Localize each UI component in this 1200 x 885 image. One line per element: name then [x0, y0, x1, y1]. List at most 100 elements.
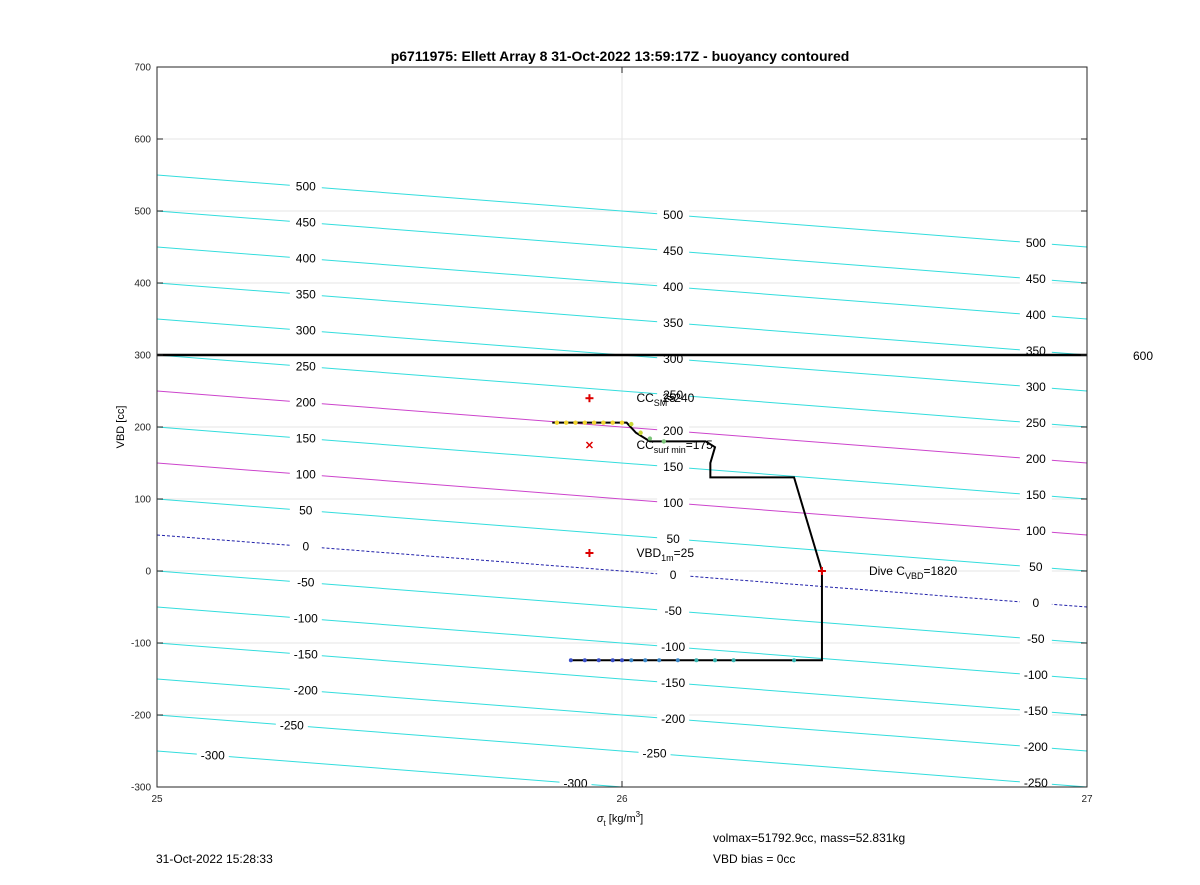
contour-label: -50 [1027, 632, 1045, 646]
x-axis-label-sup: 3 [636, 810, 641, 819]
x-tick-label: 26 [616, 794, 628, 805]
y-tick-label: 100 [134, 495, 151, 506]
contour-label: 450 [663, 244, 683, 258]
y-tick-label: 0 [145, 567, 151, 578]
contour-label-bg [1019, 236, 1052, 251]
contour-label-bg [1019, 416, 1052, 431]
marker-label-value: =25 [674, 546, 695, 560]
contour-label: 350 [296, 288, 316, 302]
bottom-point [643, 658, 648, 663]
marker-x-b [585, 441, 593, 449]
marker-label-overlap: 25 [662, 391, 676, 405]
contour-line--250 [157, 714, 1087, 787]
contour-label-bg [1019, 668, 1052, 683]
x-axis-label-symbol: σ [597, 813, 604, 825]
contour-label-bg [289, 683, 322, 698]
marker-label-sub: surf min [654, 445, 686, 455]
contour-label-bg [657, 459, 690, 474]
contour-label: -250 [643, 747, 667, 761]
surface-point [564, 420, 569, 425]
contour-label: 350 [663, 316, 683, 330]
contour-label: -300 [563, 776, 587, 790]
marker-label-sub: 1m [661, 553, 674, 563]
contour-label-bg [1019, 488, 1052, 503]
marker-label-value: =1820 [923, 564, 957, 578]
x-axis-label: σt [kg/m3] [597, 810, 643, 828]
surface-point [573, 420, 578, 425]
contour-label-bg [657, 531, 690, 546]
contour-label-bg [289, 431, 322, 446]
surface-point [619, 420, 625, 425]
contour-label: 100 [1026, 524, 1046, 538]
contour-label: -150 [1024, 704, 1048, 718]
contour-label: 500 [1026, 236, 1046, 250]
bottom-point [713, 658, 717, 663]
contour-label: -300 [201, 748, 225, 762]
bottom-point [568, 658, 573, 663]
bottom-point [657, 658, 662, 663]
marker-label-sub: VBD [905, 571, 924, 581]
vbd-bias-text: VBD bias = 0cc [713, 852, 796, 866]
surface-point [661, 439, 667, 444]
contour-label-bg [289, 251, 322, 266]
contour-label-bg [196, 748, 229, 763]
contour-label: -250 [1024, 776, 1048, 790]
contour-label: 150 [1026, 488, 1046, 502]
y-axis-label: VBD [cc] [115, 406, 127, 449]
vbd-limit: 600 [157, 349, 1153, 363]
contour-label: -50 [297, 576, 315, 590]
y-tick-label: 300 [134, 351, 151, 362]
x-tick-label: 27 [1081, 794, 1093, 805]
contour-label: 500 [663, 208, 683, 222]
contour-label: 200 [663, 424, 683, 438]
surface-point [554, 420, 560, 425]
y-tick-label: 200 [134, 423, 151, 434]
contour-label-bg [638, 746, 671, 761]
contour-label-bg [289, 503, 322, 518]
bottom-point [629, 658, 634, 663]
marker-label-sub: SM [654, 398, 668, 408]
contour-label-bg [1019, 632, 1052, 647]
bottom-point [610, 658, 615, 663]
contour-label: 500 [296, 180, 316, 194]
contour-label-bg [657, 675, 690, 690]
contour-labels: 500450400350300250200150100500-50-100-15… [196, 179, 1052, 791]
contour-label: 200 [1026, 452, 1046, 466]
contour-label-bg [657, 279, 690, 294]
contour-label: 300 [296, 324, 316, 338]
contour-label: -100 [294, 612, 318, 626]
contour-label: 150 [296, 432, 316, 446]
contour-line--300 [157, 750, 629, 787]
contour-label-bg [289, 179, 322, 194]
contour-label: -100 [661, 640, 685, 654]
contour-label-bg [1019, 452, 1052, 467]
contour-label-bg [289, 611, 322, 626]
contour-label: -200 [1024, 740, 1048, 754]
contour-label-bg [657, 423, 690, 438]
plot-timestamp: 31-Oct-2022 15:28:33 [156, 852, 273, 866]
surface-point [610, 420, 615, 425]
x-axis-label-sub: t [603, 819, 606, 828]
x-axis-label-close: ] [640, 813, 643, 825]
bottom-point [596, 658, 601, 663]
y-tick-label: 500 [134, 207, 151, 218]
y-tick-label: 700 [134, 63, 151, 74]
contour-label-bg [1019, 740, 1052, 755]
bottom-point [694, 658, 699, 663]
marker-label-value: =175 [686, 438, 713, 452]
contour-label: 250 [663, 388, 683, 402]
contour-label: 150 [663, 460, 683, 474]
surface-point [647, 436, 653, 441]
contour-label-bg [657, 603, 690, 618]
contour-label-bg [657, 207, 690, 222]
contour-label-bg [289, 395, 322, 410]
contour-label: 250 [1026, 416, 1046, 430]
y-tick-label: -200 [131, 711, 151, 722]
contour-label-bg [1019, 308, 1052, 323]
contour-label: 50 [1029, 560, 1043, 574]
contour-label-bg [657, 567, 690, 582]
y-tick-label: -300 [131, 783, 151, 794]
contour-label: -50 [664, 604, 682, 618]
marker-label: Dive CVBD=1820 [869, 564, 958, 581]
